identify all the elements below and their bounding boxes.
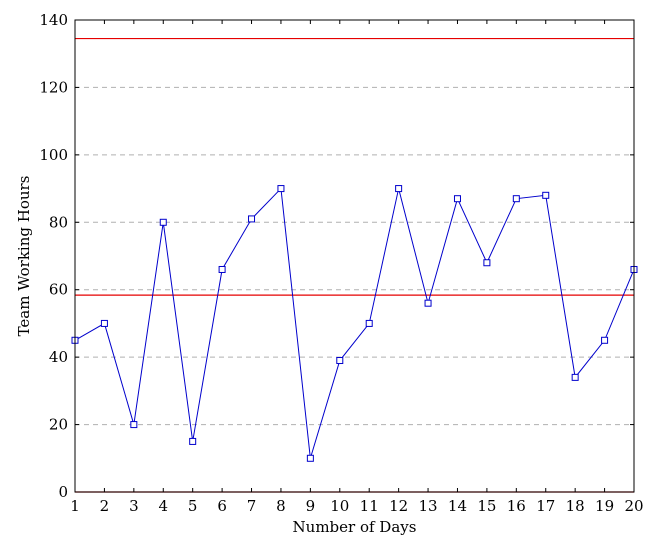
data-point: [248, 215, 256, 223]
x-tick-label: 10: [330, 497, 349, 515]
x-tick-label: 16: [507, 497, 526, 515]
data-point: [483, 259, 491, 267]
y-tick-label: 60: [49, 281, 68, 299]
y-tick-label: 40: [49, 348, 68, 366]
x-tick-label: 2: [100, 497, 110, 515]
grid-layer: [75, 86, 634, 426]
data-point: [512, 195, 520, 203]
data-point: [159, 218, 167, 226]
y-tick-label: 100: [39, 146, 68, 164]
x-tick-label: 11: [360, 497, 379, 515]
x-tick-label: 19: [595, 497, 614, 515]
data-point: [453, 195, 461, 203]
data-point: [395, 185, 403, 193]
y-axis-label: Team Working Hours: [15, 176, 33, 337]
data-point: [571, 373, 579, 381]
x-tick-label: 3: [129, 497, 139, 515]
y-tick-label: 0: [58, 483, 68, 501]
data-point: [601, 336, 609, 344]
series-layer: [71, 185, 638, 462]
data-point: [365, 319, 373, 327]
x-tick-label: 20: [624, 497, 643, 515]
y-tick-label: 80: [49, 213, 68, 231]
x-tick-label: 18: [566, 497, 585, 515]
y-tick-label: 140: [39, 11, 68, 29]
data-point: [130, 421, 138, 429]
x-tick-label: 7: [247, 497, 257, 515]
x-tick-label: 4: [158, 497, 168, 515]
data-point: [336, 357, 344, 365]
x-axis-label: Number of Days: [293, 518, 417, 536]
reference-lines: [75, 37, 634, 493]
x-tick-label: 17: [536, 497, 555, 515]
data-point: [306, 454, 314, 462]
x-tick-label: 6: [217, 497, 227, 515]
data-point: [277, 185, 285, 193]
x-tick-label: 13: [419, 497, 438, 515]
x-tick-label: 14: [448, 497, 467, 515]
plot-frame: [74, 19, 635, 493]
data-point: [100, 319, 108, 327]
data-point: [189, 437, 197, 445]
y-tick-label: 120: [39, 78, 68, 96]
x-tick-label: 5: [188, 497, 198, 515]
x-tick-label: 9: [306, 497, 316, 515]
x-tick-label: 8: [276, 497, 286, 515]
data-point: [218, 265, 226, 273]
y-tick-label: 20: [49, 416, 68, 434]
series-line: [74, 187, 635, 459]
x-tick-label: 12: [389, 497, 408, 515]
data-point: [424, 299, 432, 307]
x-tick-label: 1: [70, 497, 80, 515]
data-point: [542, 191, 550, 199]
x-tick-label: 15: [477, 497, 496, 515]
